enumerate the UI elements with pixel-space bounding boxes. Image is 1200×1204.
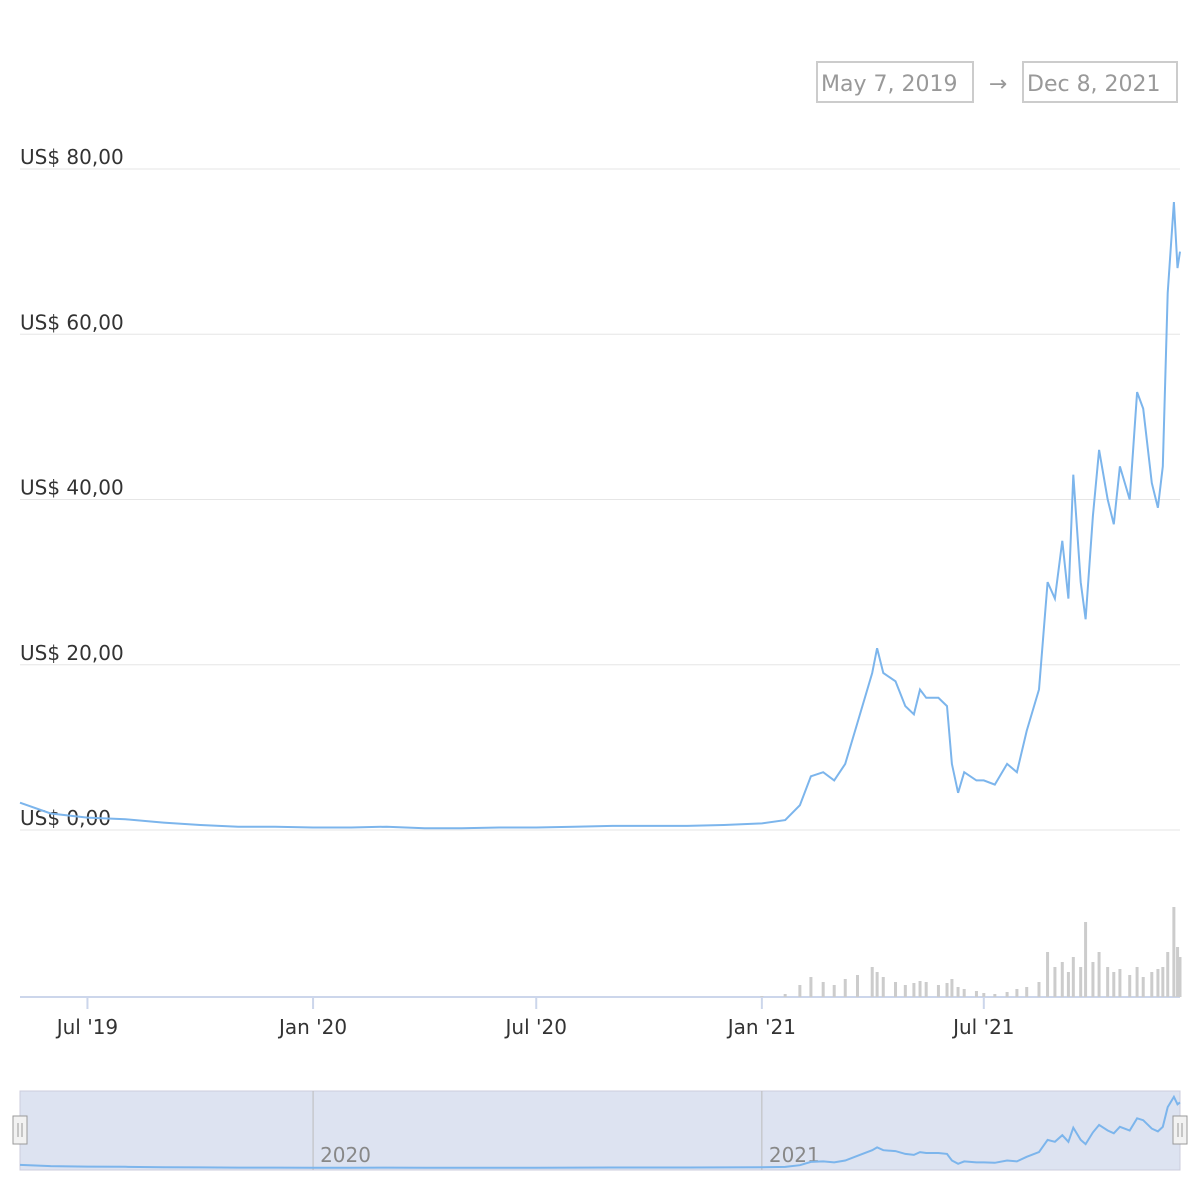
volume-bar: [1106, 967, 1110, 997]
volume-bar: [881, 977, 885, 997]
volume-bar: [1015, 989, 1019, 997]
volume-bar: [1071, 957, 1075, 997]
x-tick-label: Jan '21: [726, 1015, 796, 1039]
price-line: [19, 202, 1181, 830]
navigator-label: 2021: [769, 1143, 820, 1167]
volume-bar: [1156, 969, 1160, 997]
range-from[interactable]: May 7, 2019: [821, 72, 957, 97]
x-tick-label: Jan '20: [277, 1015, 347, 1039]
volume-bar: [821, 982, 825, 997]
volume-bar: [903, 985, 907, 997]
volume-bar: [982, 993, 986, 997]
volume-bar: [1037, 982, 1041, 997]
volume-bar: [1161, 967, 1165, 997]
volume-bar: [1005, 992, 1009, 997]
volume-bar: [1084, 922, 1088, 997]
volume-bar: [1178, 957, 1182, 997]
volume-bar: [1112, 972, 1116, 997]
volume-bar: [1141, 977, 1145, 997]
volume-bar: [1079, 967, 1083, 997]
volume-bar: [1053, 967, 1057, 997]
volume-bar: [1060, 962, 1064, 997]
y-tick-label: US$ 80,00: [20, 145, 124, 169]
volume-bar: [974, 991, 978, 997]
volume-bar: [1172, 907, 1176, 997]
volume-bar: [1135, 967, 1139, 997]
volume-bar: [809, 977, 813, 997]
volume-bar: [1025, 987, 1029, 997]
volume-bar: [1176, 947, 1180, 997]
volume-bar: [918, 981, 922, 997]
volume-bar: [798, 985, 802, 997]
x-tick-label: Jul '20: [504, 1015, 567, 1039]
volume-bar: [1046, 952, 1050, 997]
navigator-label: 2020: [320, 1143, 371, 1167]
volume-bar: [843, 979, 847, 997]
volume-bar: [912, 983, 916, 997]
volume-bar: [760, 996, 764, 997]
volume-bar: [870, 967, 874, 997]
navigator-handle[interactable]: [12, 1115, 28, 1145]
volume-bar: [783, 994, 787, 997]
volume-bar: [1128, 975, 1132, 997]
volume-bar: [856, 975, 860, 997]
volume-bar: [956, 987, 960, 997]
volume-bar: [1066, 972, 1070, 997]
y-tick-label: US$ 40,00: [20, 476, 124, 500]
range-from-box[interactable]: [816, 61, 974, 103]
volume-bar: [924, 982, 928, 997]
volume-bar: [894, 982, 898, 997]
range-separator: →: [989, 72, 1007, 97]
volume-bar: [950, 979, 954, 997]
volume-bar: [1166, 952, 1170, 997]
volume-bar: [945, 983, 949, 997]
volume-bar: [1118, 969, 1122, 997]
navigator-mask[interactable]: [19, 1090, 1181, 1171]
volume-bar: [875, 972, 879, 997]
volume-bar: [936, 985, 940, 997]
navigator-handle[interactable]: [1172, 1115, 1188, 1145]
range-to-box[interactable]: [1022, 61, 1178, 103]
volume-bar: [1091, 962, 1095, 997]
volume-bar: [832, 985, 836, 997]
range-to[interactable]: Dec 8, 2021: [1027, 72, 1161, 97]
volume-bar: [1150, 972, 1154, 997]
x-tick-label: Jul '19: [55, 1015, 118, 1039]
x-tick-label: Jul '21: [951, 1015, 1014, 1039]
volume-bar: [962, 989, 966, 997]
y-tick-label: US$ 20,00: [20, 641, 124, 665]
y-tick-label: US$ 60,00: [20, 310, 124, 334]
navigator-line: [19, 1094, 1181, 1169]
volume-bar: [1097, 952, 1101, 997]
volume-bar: [993, 994, 997, 997]
